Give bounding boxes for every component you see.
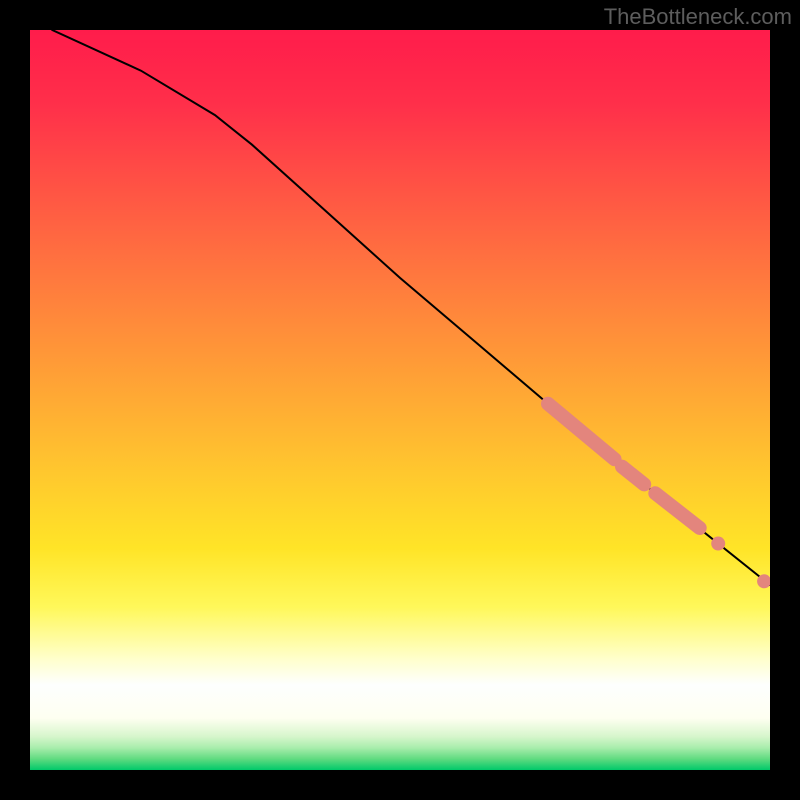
watermark-label: TheBottleneck.com (604, 4, 792, 30)
marker-dot (711, 537, 725, 551)
chart-svg (30, 30, 770, 770)
chart-container: TheBottleneck.com (0, 0, 800, 800)
gradient-background (30, 30, 770, 770)
plot-area (30, 30, 770, 770)
